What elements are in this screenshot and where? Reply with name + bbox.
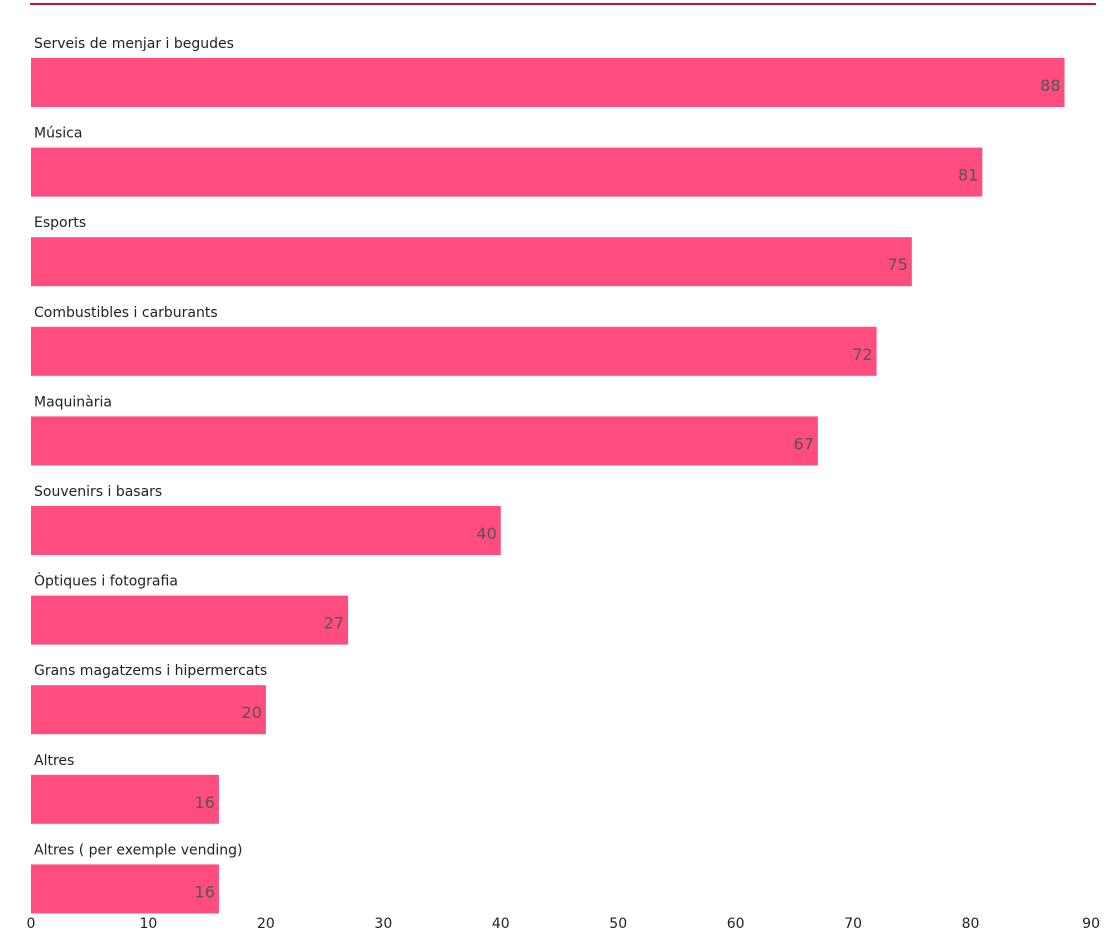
category-label: Esports bbox=[34, 215, 86, 231]
x-tick-label: 40 bbox=[492, 916, 510, 932]
category-label: Serveis de menjar i begudes bbox=[34, 36, 234, 52]
bar bbox=[31, 237, 912, 287]
x-tick-label: 20 bbox=[257, 916, 275, 932]
value-label: 88 bbox=[1040, 76, 1060, 95]
x-tick-label: 90 bbox=[1082, 916, 1100, 932]
value-label: 16 bbox=[195, 882, 215, 901]
x-tick-label: 50 bbox=[609, 916, 627, 932]
bar bbox=[31, 506, 501, 555]
category-label: Combustibles i carburants bbox=[34, 305, 218, 321]
bar bbox=[31, 774, 219, 824]
bar bbox=[31, 864, 219, 914]
value-label: 20 bbox=[242, 703, 262, 722]
category-label: Maquinària bbox=[34, 394, 112, 410]
x-tick-label: 30 bbox=[374, 916, 392, 932]
value-label: 81 bbox=[958, 166, 978, 185]
category-label: Òptiques i fotografia bbox=[34, 572, 178, 590]
value-label: 40 bbox=[476, 524, 496, 543]
value-label: 72 bbox=[852, 345, 872, 364]
category-label: Música bbox=[34, 126, 82, 142]
bar bbox=[31, 147, 983, 197]
value-label: 27 bbox=[324, 614, 344, 633]
value-label: 75 bbox=[887, 255, 907, 274]
value-label: 16 bbox=[195, 793, 215, 812]
bar bbox=[31, 685, 266, 735]
x-tick-label: 0 bbox=[27, 916, 36, 932]
category-label: Altres bbox=[34, 753, 74, 769]
category-label: Grans magatzems i hipermercats bbox=[34, 663, 267, 679]
bar bbox=[31, 416, 818, 466]
bar bbox=[31, 326, 877, 376]
category-label: Altres ( per exemple vending) bbox=[34, 842, 242, 858]
x-tick-label: 80 bbox=[962, 916, 980, 932]
x-tick-label: 10 bbox=[140, 916, 158, 932]
bar bbox=[31, 595, 349, 645]
category-label: Souvenirs i basars bbox=[34, 484, 162, 500]
value-label: 67 bbox=[794, 434, 814, 453]
x-tick-label: 70 bbox=[844, 916, 862, 932]
bar bbox=[31, 58, 1065, 107]
x-tick-label: 60 bbox=[727, 916, 745, 932]
